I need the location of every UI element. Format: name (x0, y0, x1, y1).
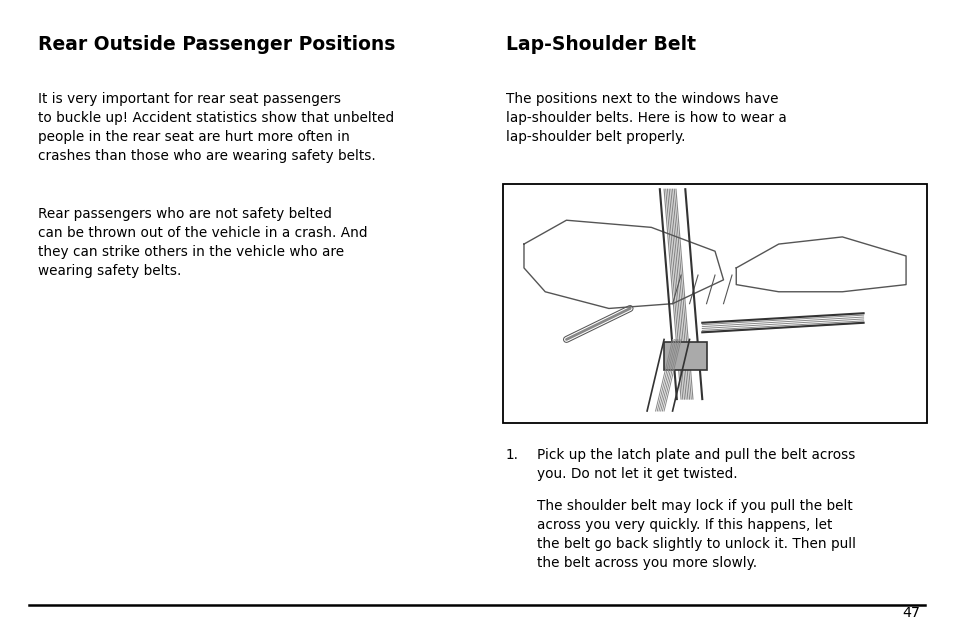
Text: Lap-Shoulder Belt: Lap-Shoulder Belt (505, 35, 695, 54)
Text: 1.: 1. (505, 448, 518, 462)
Text: The positions next to the windows have
lap-shoulder belts. Here is how to wear a: The positions next to the windows have l… (505, 92, 785, 144)
Text: 47: 47 (902, 606, 920, 620)
Text: Rear passengers who are not safety belted
can be thrown out of the vehicle in a : Rear passengers who are not safety belte… (38, 207, 367, 277)
Text: The shoulder belt may lock if you pull the belt
across you very quickly. If this: The shoulder belt may lock if you pull t… (537, 499, 855, 570)
Text: Rear Outside Passenger Positions: Rear Outside Passenger Positions (38, 35, 395, 54)
Text: It is very important for rear seat passengers
to buckle up! Accident statistics : It is very important for rear seat passe… (38, 92, 394, 163)
Bar (502, 184, 926, 423)
Bar (663, 342, 706, 370)
Text: Pick up the latch plate and pull the belt across
you. Do not let it get twisted.: Pick up the latch plate and pull the bel… (537, 448, 855, 481)
